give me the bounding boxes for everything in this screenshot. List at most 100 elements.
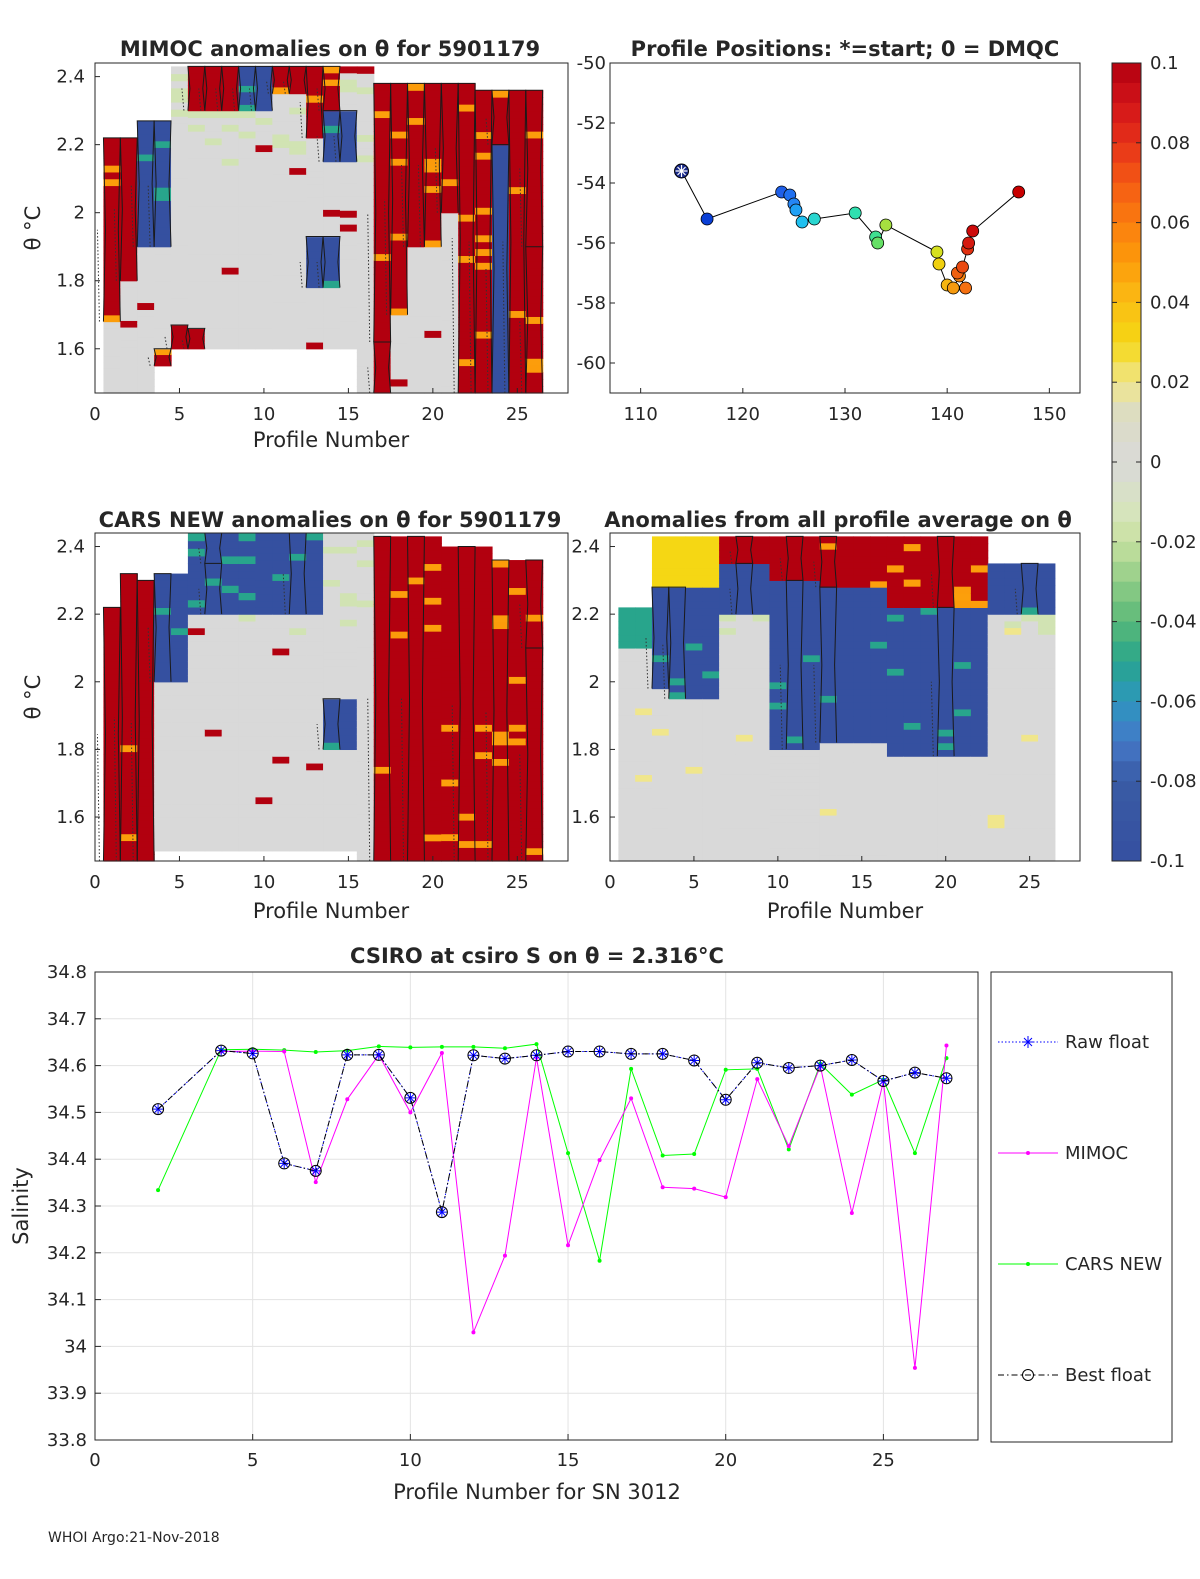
allavg-cell [618, 627, 636, 636]
mimoc-cell [356, 372, 375, 380]
cars-cell [289, 634, 307, 642]
cars-cell [525, 674, 544, 682]
allavg-cell [1004, 694, 1022, 702]
cars-contour-dotted [367, 698, 371, 862]
salinity-point [657, 1048, 668, 1059]
cars-cell [491, 587, 510, 595]
cars-cell [458, 751, 476, 760]
mimoc-contour [305, 236, 324, 288]
allavg-cell [702, 536, 720, 544]
salinity-point [502, 1253, 507, 1258]
mimoc-cell [424, 288, 442, 297]
cars-cell [441, 560, 459, 568]
allavg-cell [769, 841, 787, 849]
cars-cell [491, 744, 510, 753]
salinity-point [660, 1153, 665, 1158]
mimoc-cell [491, 117, 510, 125]
cars-cell [339, 803, 358, 811]
mimoc-cell [407, 185, 426, 193]
mimoc-cell [221, 260, 240, 268]
mimoc-cell [137, 240, 155, 248]
cars-cell [475, 690, 493, 698]
allavg-cell [719, 774, 737, 782]
allavg-cell [987, 606, 1006, 615]
allavg-cell [870, 654, 888, 663]
allavg-cell [752, 634, 771, 642]
mimoc-cell [137, 330, 155, 338]
cars-cell [508, 607, 527, 616]
cars-cell [390, 712, 409, 720]
mimoc-cell [120, 178, 138, 187]
mimoc-cell [154, 354, 172, 361]
cars-cell [491, 696, 510, 705]
mimoc-cell [120, 158, 138, 166]
allavg-cell [870, 568, 888, 576]
cars-cell [323, 720, 341, 729]
allavg-cell [970, 634, 989, 642]
allavg-cell [719, 760, 737, 769]
allavg-cell [803, 580, 821, 588]
cars-cell [255, 762, 273, 771]
colorbar-band [1112, 462, 1141, 483]
mimoc-cell [171, 244, 189, 253]
cars-cell [441, 847, 459, 855]
mimoc-cell [289, 80, 307, 88]
allavg-cell [635, 754, 653, 762]
colorbar-tick-label: -0.04 [1150, 612, 1197, 633]
mimoc-cell [238, 91, 257, 99]
cars-cell [289, 539, 307, 548]
allavg-cell [635, 854, 653, 862]
allavg-cell [886, 808, 905, 816]
cars-cell [103, 780, 121, 789]
positions-point [871, 236, 885, 250]
cars-cell [339, 769, 358, 778]
colorbar-band [1112, 282, 1141, 303]
cars-cell [373, 813, 392, 822]
cars-cell [475, 799, 493, 807]
mimoc-ylabel: θ °C [21, 206, 45, 251]
cars-cell [323, 559, 341, 567]
mimoc-cell [458, 296, 476, 305]
allavg-cell [668, 806, 687, 815]
allavg-cell [635, 707, 653, 716]
mimoc-cell [525, 171, 544, 180]
mimoc-cell [323, 236, 341, 245]
mimoc-cell [238, 205, 257, 214]
allavg-cell [1004, 667, 1022, 675]
allavg-cell [1004, 577, 1022, 586]
allavg-cell [685, 677, 703, 686]
salinity-point [372, 1048, 385, 1061]
cars-cell [272, 580, 290, 588]
mimoc-cell [373, 117, 392, 125]
cars-cell [221, 844, 240, 852]
colorbar-band [1112, 242, 1141, 263]
mimoc-cell [373, 124, 392, 132]
mimoc-cell [272, 281, 290, 289]
cars-cell [272, 634, 290, 642]
allavg-cell [635, 767, 653, 776]
cars-cell [204, 722, 223, 730]
cars-cell [137, 785, 155, 794]
mimoc-cell [458, 386, 476, 394]
mimoc-cell [407, 199, 426, 207]
mimoc-cell [289, 308, 307, 316]
cars-cell [187, 661, 206, 669]
cars-cell [441, 854, 459, 862]
mimoc-cell [525, 344, 544, 352]
allavg-cell [970, 702, 989, 710]
mimoc-cell [424, 337, 442, 345]
mimoc-cell [424, 358, 442, 366]
allavg-cell [1004, 687, 1022, 695]
salinity-xticks: 0 5 10 15 20 25 [89, 1434, 895, 1471]
cars-cell [508, 744, 527, 753]
cars-cell [238, 533, 257, 542]
cars-cell [323, 783, 341, 791]
mimoc-cell [424, 372, 442, 380]
allavg-cell [886, 841, 905, 849]
cars-cell [137, 724, 155, 732]
mimoc-cell [306, 183, 324, 192]
allavg-cell [685, 813, 703, 822]
cars-cell [356, 579, 375, 588]
cars-cell [356, 660, 375, 668]
